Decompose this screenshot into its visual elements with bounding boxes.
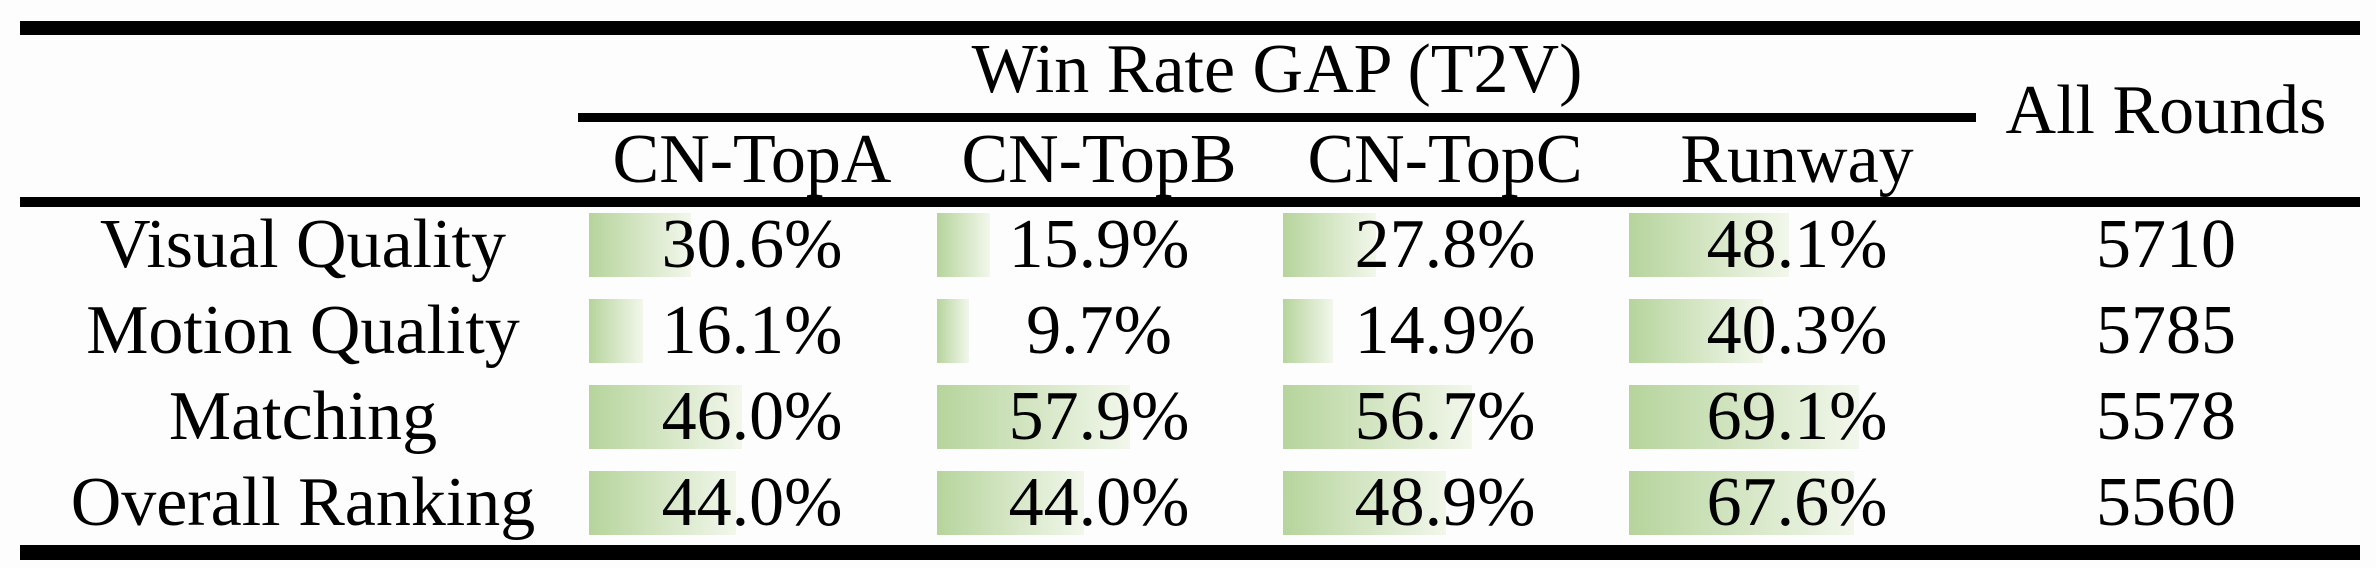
row-label: Visual Quality <box>99 206 507 283</box>
column-header-cn-topa: CN-TopA <box>612 121 892 198</box>
row-label: Matching <box>168 378 438 455</box>
win-rate-bar <box>589 385 743 449</box>
win-rate-value: 48.1% <box>1706 206 1888 283</box>
group-header-underline <box>578 113 1976 122</box>
row-label: Motion Quality <box>86 292 520 369</box>
win-rate-value: 44.0% <box>1008 464 1190 541</box>
win-rate-bar <box>1629 471 1855 535</box>
value-cell: 48.9% <box>1272 460 1618 546</box>
table-row-overall-ranking: Overall Ranking 44.0% 44.0% 48.9% 67.6% … <box>0 460 2376 546</box>
win-rate-value: 44.0% <box>661 464 843 541</box>
column-header-cn-topb: CN-TopB <box>961 121 1237 198</box>
value-cell: 48.1% <box>1618 202 1976 288</box>
row-label: Overall Ranking <box>70 464 536 541</box>
all-rounds-value: 5710 <box>2096 206 2236 283</box>
value-cell: 44.0% <box>926 460 1272 546</box>
win-rate-value: 57.9% <box>1008 378 1190 455</box>
win-rate-value: 48.9% <box>1354 464 1536 541</box>
column-header-cn-topc: CN-TopC <box>1307 121 1583 198</box>
win-rate-bar <box>937 471 1084 535</box>
win-rate-bar <box>1629 385 1860 449</box>
win-rate-value: 15.9% <box>1008 206 1190 283</box>
value-cell: 16.1% <box>578 288 926 374</box>
win-rate-bar <box>1629 213 1790 277</box>
win-rate-value: 69.1% <box>1706 378 1888 455</box>
table-row-matching: Matching 46.0% 57.9% 56.7% 69.1% 5578 <box>0 374 2376 460</box>
value-cell: 44.0% <box>578 460 926 546</box>
table-bottom-rule <box>20 545 2360 560</box>
value-cell: 9.7% <box>926 288 1272 374</box>
header-separator-rule <box>20 197 2360 207</box>
all-rounds-value: 5785 <box>2096 292 2236 369</box>
table-top-rule <box>20 21 2360 35</box>
value-cell: 67.6% <box>1618 460 1976 546</box>
column-header-all-rounds: All Rounds <box>2005 72 2327 149</box>
win-rate-bar <box>937 213 990 277</box>
win-rate-bar <box>1629 299 1764 363</box>
group-header-win-rate-gap: Win Rate GAP (T2V) <box>971 31 1583 108</box>
value-cell: 15.9% <box>926 202 1272 288</box>
win-rate-value: 27.8% <box>1354 206 1536 283</box>
win-rate-bar <box>589 299 643 363</box>
table-row-motion-quality: Motion Quality 16.1% 9.7% 14.9% 40.3% 57… <box>0 288 2376 374</box>
win-rate-value: 67.6% <box>1706 464 1888 541</box>
win-rate-value: 46.0% <box>661 378 843 455</box>
win-rate-bar <box>937 299 970 363</box>
win-rate-bar <box>1283 213 1376 277</box>
win-rate-bar <box>1283 385 1472 449</box>
value-cell: 57.9% <box>926 374 1272 460</box>
win-rate-bar <box>589 213 691 277</box>
value-cell: 69.1% <box>1618 374 1976 460</box>
value-cell: 27.8% <box>1272 202 1618 288</box>
win-rate-value: 14.9% <box>1354 292 1536 369</box>
win-rate-value: 16.1% <box>661 292 843 369</box>
value-cell: 14.9% <box>1272 288 1618 374</box>
all-rounds-value: 5560 <box>2096 464 2236 541</box>
win-rate-bar <box>937 385 1130 449</box>
win-rate-value: 56.7% <box>1354 378 1536 455</box>
win-rate-bar <box>1283 299 1333 363</box>
win-rate-value: 40.3% <box>1706 292 1888 369</box>
column-header-runway: Runway <box>1680 121 1914 198</box>
value-cell: 40.3% <box>1618 288 1976 374</box>
value-cell: 46.0% <box>578 374 926 460</box>
win-rate-value: 9.7% <box>1026 292 1172 369</box>
all-rounds-value: 5578 <box>2096 378 2236 455</box>
value-cell: 30.6% <box>578 202 926 288</box>
win-rate-bar <box>1283 471 1446 535</box>
value-cell: 56.7% <box>1272 374 1618 460</box>
win-rate-bar <box>589 471 736 535</box>
table-row-visual-quality: Visual Quality 30.6% 15.9% 27.8% 48.1% 5… <box>0 202 2376 288</box>
win-rate-value: 30.6% <box>661 206 843 283</box>
